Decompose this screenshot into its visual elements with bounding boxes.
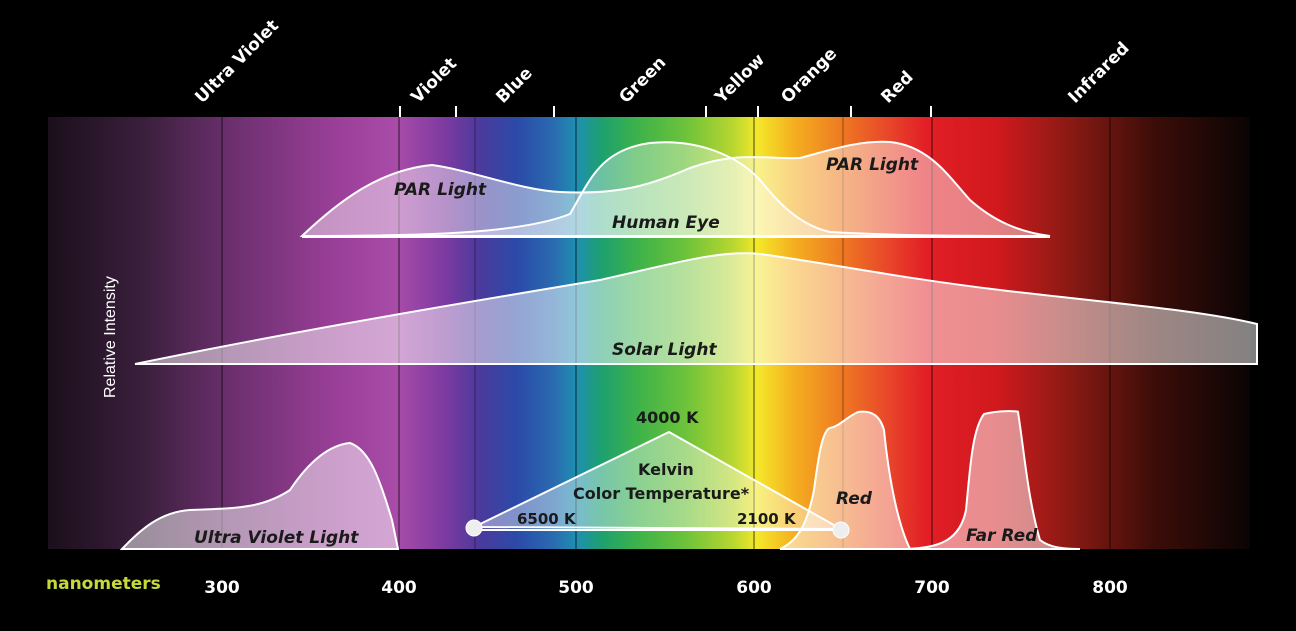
par-light-label-left: PAR Light (394, 180, 487, 200)
kelvin-6500-marker (465, 519, 483, 537)
solar-light-curve (134, 252, 1258, 365)
par-light-curve (299, 140, 1051, 237)
x-tick-600: 600 (736, 578, 772, 598)
human-eye-curve (301, 141, 1051, 237)
kelvin-title-line1: Kelvin (638, 460, 694, 479)
band-label-green: Green (615, 53, 670, 108)
x-tick-800: 800 (1092, 578, 1128, 598)
kelvin-2100-marker (832, 521, 850, 539)
band-boundary-ticks (399, 106, 932, 117)
x-axis-unit-label: nanometers (46, 574, 161, 594)
far-red-light-curve (905, 410, 1081, 550)
kelvin-2100-label: 2100 K (737, 510, 797, 528)
far-red-light-label: Far Red (966, 526, 1038, 546)
kelvin-title-line2: Color Temperature* (573, 484, 750, 503)
human-eye-label: Human Eye (612, 213, 720, 233)
x-tick-300: 300 (204, 578, 240, 598)
solar-light-label: Solar Light (612, 340, 717, 360)
kelvin-4000-label: 4000 K (636, 408, 699, 427)
x-tick-400: 400 (381, 578, 417, 598)
ultra-violet-light-curve (119, 441, 400, 550)
band-label-violet: Violet (407, 54, 461, 108)
band-label-orange: Orange (777, 44, 841, 108)
red-light-curve (779, 410, 912, 550)
x-tick-700: 700 (914, 578, 950, 598)
red-light-label: Red (836, 489, 873, 509)
band-label-infrared: Infrared (1064, 38, 1133, 107)
x-tick-500: 500 (558, 578, 594, 598)
ultra-violet-light-label: Ultra Violet Light (194, 528, 359, 548)
par-light-label-right: PAR Light (826, 155, 919, 175)
kelvin-6500-label: 6500 K (517, 510, 577, 528)
kelvin-triangle (473, 430, 845, 531)
band-label-red: Red (877, 67, 917, 107)
band-label-blue: Blue (492, 63, 536, 107)
band-label-yellow: Yellow (711, 50, 769, 108)
y-axis-label: Relative Intensity (102, 276, 119, 398)
band-label-ultraviolet: Ultra Violet (191, 16, 282, 107)
